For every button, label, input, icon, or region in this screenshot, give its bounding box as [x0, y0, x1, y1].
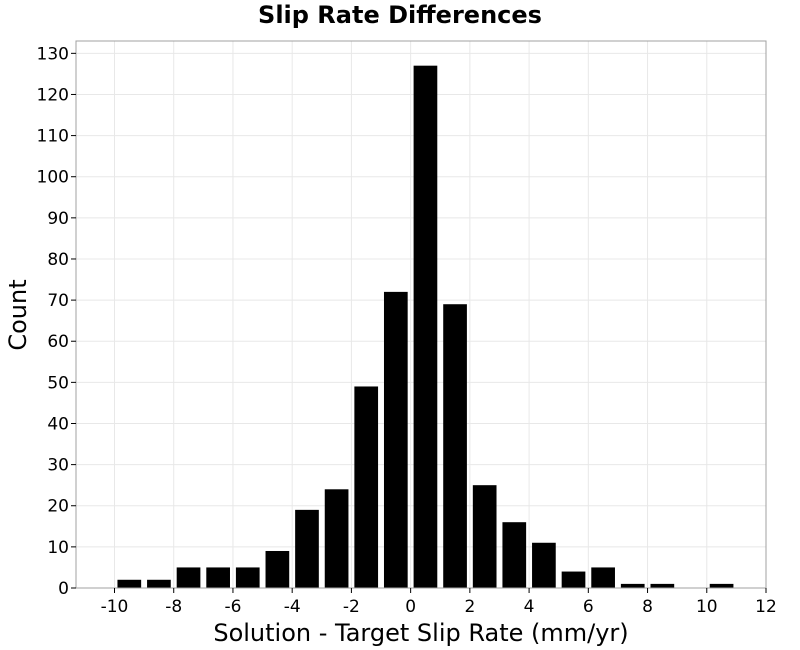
- x-tick-label: -6: [224, 597, 241, 617]
- bar: [591, 567, 615, 588]
- y-tick-label: 40: [47, 414, 69, 434]
- bars: [117, 65, 734, 588]
- bar: [472, 485, 497, 588]
- x-tick-label: -10: [101, 597, 129, 617]
- y-tick-label: 70: [47, 291, 69, 311]
- y-tick-label: 110: [37, 127, 69, 147]
- bar: [413, 65, 438, 588]
- y-tick-label: 50: [47, 373, 69, 393]
- x-tick-label: 2: [464, 597, 475, 617]
- bar: [532, 542, 556, 588]
- x-tick-label: 6: [583, 597, 594, 617]
- bar: [502, 522, 527, 588]
- y-tick-label: 120: [37, 85, 69, 105]
- x-axis-ticks: -10 -8 -6 -4 -2 0 2 4 6 8 10 12: [101, 588, 777, 617]
- bar: [117, 579, 142, 588]
- bar: [206, 567, 230, 588]
- x-tick-label: -8: [165, 597, 182, 617]
- bar: [709, 583, 734, 588]
- y-tick-label: 0: [58, 579, 69, 599]
- bar: [561, 571, 586, 588]
- bar: [354, 386, 379, 588]
- x-tick-label: -4: [284, 597, 301, 617]
- x-tick-label: 4: [524, 597, 535, 617]
- x-axis-label: Solution - Target Slip Rate (mm/yr): [213, 619, 628, 647]
- bar: [235, 567, 260, 588]
- x-tick-label: 12: [755, 597, 777, 617]
- x-tick-label: 10: [696, 597, 718, 617]
- y-tick-label: 20: [47, 497, 69, 517]
- x-tick-label: 8: [642, 597, 653, 617]
- bar: [383, 291, 408, 588]
- y-tick-label: 60: [47, 332, 69, 352]
- bar: [324, 489, 349, 588]
- y-tick-label: 10: [47, 538, 69, 558]
- chart-title: Slip Rate Differences: [258, 1, 542, 29]
- y-tick-label: 90: [47, 209, 69, 229]
- bar: [295, 509, 319, 588]
- bar: [176, 567, 201, 588]
- bar: [265, 550, 290, 588]
- x-tick-label: -2: [343, 597, 360, 617]
- y-tick-label: 30: [47, 456, 69, 476]
- x-tick-label: 0: [405, 597, 416, 617]
- y-axis-label: Count: [4, 279, 32, 350]
- y-tick-label: 130: [37, 44, 69, 64]
- bar: [650, 583, 675, 588]
- bar: [620, 583, 645, 588]
- bar: [443, 304, 467, 588]
- bar: [147, 579, 171, 588]
- y-axis-ticks: 0 10 20 30 40 50 60 70 80 90 100 110 120 130: [37, 44, 76, 599]
- plot-frame: [75, 40, 767, 589]
- y-tick-label: 80: [47, 250, 69, 270]
- y-tick-label: 100: [37, 168, 69, 188]
